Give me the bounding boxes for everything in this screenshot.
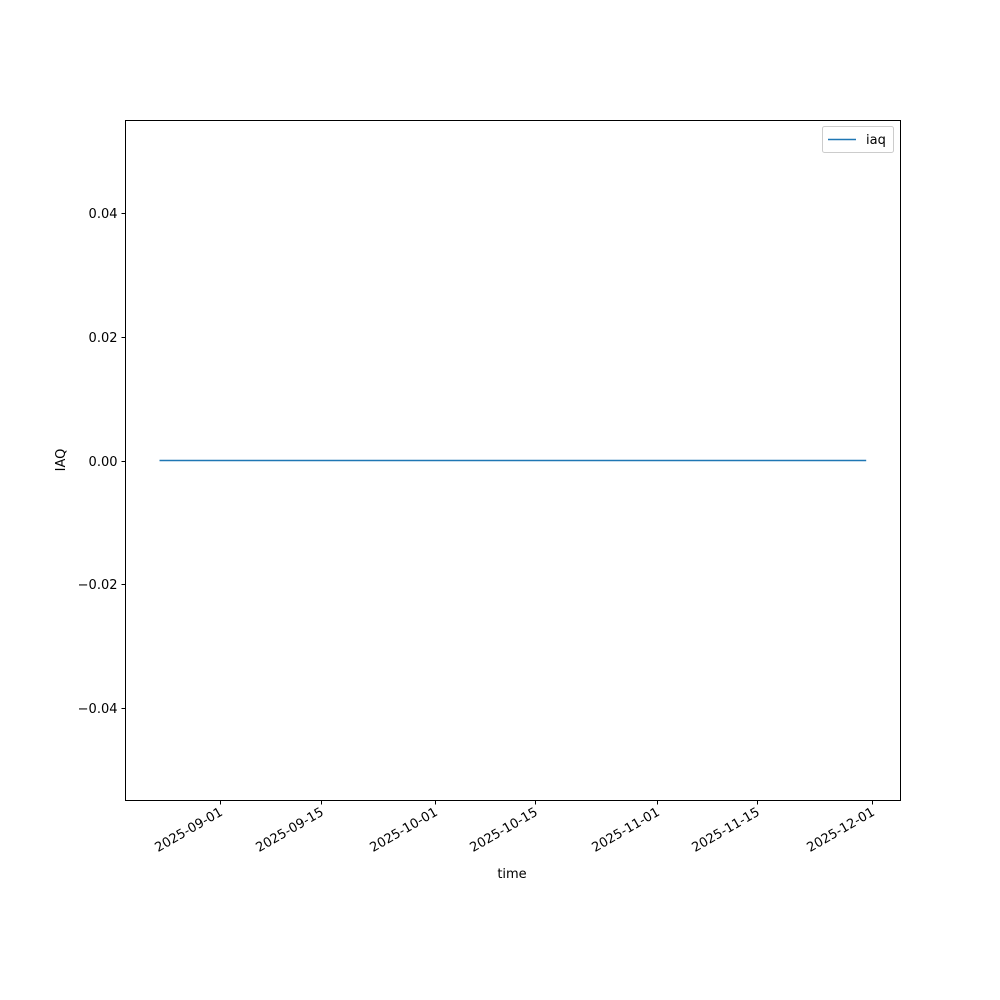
plot-area-frame (125, 120, 901, 801)
x-axis-label: time (497, 867, 526, 882)
x-tick-label: 2025-09-15 (254, 805, 327, 856)
x-tick-label: 2025-10-15 (468, 805, 541, 856)
x-tick-label: 2025-10-01 (368, 805, 441, 856)
y-tick-label: −0.04 (78, 702, 118, 717)
y-axis-label: IAQ (54, 449, 69, 472)
y-tick-label: −0.02 (78, 578, 118, 593)
y-tick-label: 0.04 (89, 207, 118, 222)
legend-frame (822, 126, 894, 153)
legend: iaq (822, 126, 894, 153)
x-tick-label: 2025-11-15 (690, 805, 763, 856)
y-tick-label: 0.00 (89, 455, 118, 470)
x-tick-label: 2025-12-01 (805, 805, 878, 856)
y-tick-label: 0.02 (89, 331, 118, 346)
x-tick-label: 2025-11-01 (590, 805, 663, 856)
x-tick-label: 2025-09-01 (153, 805, 226, 856)
legend-label-iaq: iaq (866, 133, 886, 148)
